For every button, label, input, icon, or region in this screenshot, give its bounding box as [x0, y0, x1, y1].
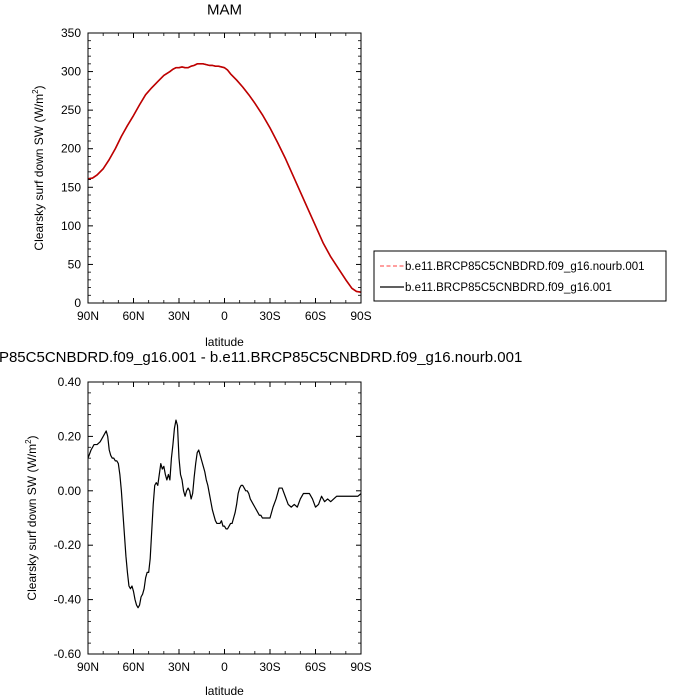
top-plot-frame [87, 32, 362, 304]
top-y-tick-label: 300 [61, 65, 81, 79]
bottom-plot-frame [87, 381, 362, 655]
bottom-y-axis-label: Clearsky surf down SW (W/m2) [24, 435, 39, 600]
top-y-tick-label: 200 [61, 142, 81, 156]
top-series-line-1 [87, 63, 362, 293]
bottom-x-axis-label: latitude [205, 684, 244, 698]
top-y-tick-label: 150 [61, 180, 81, 194]
bottom-y-tick-label: 0.00 [58, 484, 82, 498]
top-x-tick-label: 90N [77, 309, 99, 323]
top-y-axis-label: Clearsky surf down SW (W/m2) [31, 85, 46, 250]
bottom-series-line-0 [87, 419, 362, 609]
bottom-chart-title: b.e11.BRCP85C5CNBDRD.f09_g16.001 - b.e11… [0, 349, 522, 366]
top-y-tick-label: 350 [61, 26, 81, 40]
top-series-line-0 [87, 63, 362, 293]
bottom-x-tick-label: 30N [168, 660, 190, 674]
bottom-x-tick-label: 30S [259, 660, 280, 674]
top-y-tick-label: 0 [74, 296, 81, 310]
bottom-x-tick-label: 90S [350, 660, 371, 674]
bottom-x-tick-label: 0 [221, 660, 228, 674]
top-x-tick-label: 0 [221, 309, 228, 323]
legend-label-control: b.e11.BRCP85C5CNBDRD.f09_g16.001 [405, 282, 612, 294]
top-y-axis: 0 50 100 150 200 250 300 350 [61, 26, 361, 310]
bottom-y-tick-label: 0.20 [58, 429, 82, 443]
bottom-y-tick-label: -0.40 [54, 593, 82, 607]
top-panel: MAM 0 50 100 150 200 250 300 350 90N 60N 30N 0 30S 6… [31, 2, 372, 350]
bottom-y-axis: -0.60 -0.40 -0.20 0.00 0.20 0.40 [54, 375, 361, 661]
top-y-tick-label: 250 [61, 103, 81, 117]
bottom-y-tick-label: -0.60 [54, 647, 82, 661]
top-x-tick-label: 30N [168, 309, 190, 323]
top-x-axis: 90N 60N 30N 0 30S 60S 90S [77, 33, 372, 323]
bottom-x-tick-label: 90N [77, 660, 99, 674]
bottom-y-tick-label: 0.40 [58, 375, 82, 389]
bottom-x-axis: 90N 60N 30N 0 30S 60S 90S [77, 382, 372, 674]
top-x-axis-label: latitude [205, 335, 244, 349]
bottom-x-tick-label: 60N [122, 660, 144, 674]
top-x-tick-label: 60S [305, 309, 326, 323]
top-y-tick-label: 50 [68, 257, 82, 271]
legend-label-nourb: b.e11.BRCP85C5CNBDRD.f09_g16.nourb.001 [405, 261, 645, 273]
legend-box [373, 250, 667, 302]
bottom-y-tick-label: -0.20 [54, 538, 82, 552]
top-x-tick-label: 30S [259, 309, 280, 323]
top-chart-title: MAM [207, 2, 242, 19]
top-x-tick-label: 60N [122, 309, 144, 323]
top-y-tick-label: 100 [61, 219, 81, 233]
legend: b.e11.BRCP85C5CNBDRD.f09_g16.nourb.001 b… [373, 250, 667, 302]
top-x-tick-label: 90S [350, 309, 371, 323]
bottom-plot-area [87, 419, 362, 609]
bottom-x-tick-label: 60S [305, 660, 326, 674]
top-plot-area [87, 63, 362, 293]
bottom-panel: b.e11.BRCP85C5CNBDRD.f09_g16.001 - b.e11… [0, 349, 522, 698]
